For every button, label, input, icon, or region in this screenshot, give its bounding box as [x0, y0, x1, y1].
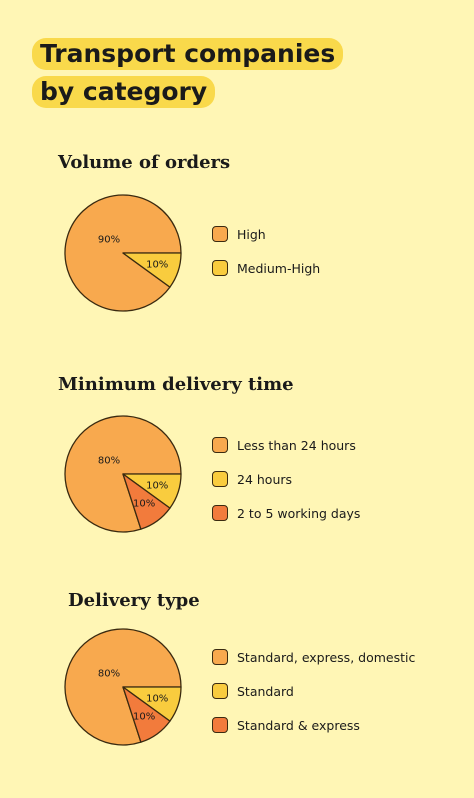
legend-label: Less than 24 hours [237, 437, 356, 453]
legend-item: Less than 24 hours [212, 428, 360, 462]
legend: Standard, express, domestic Standard Sta… [212, 640, 415, 742]
chart-title: Minimum delivery time [58, 374, 294, 395]
legend-item: Medium-High [212, 251, 320, 285]
legend-item: 2 to 5 working days [212, 496, 360, 530]
pie-data-label: 10% [133, 499, 155, 510]
page-title: Transport companies by category [32, 38, 344, 114]
legend-item: Standard [212, 674, 415, 708]
pie-slice-medium-high [122, 252, 182, 288]
legend-swatch [212, 649, 228, 665]
pie-data-label: 80% [98, 669, 120, 680]
legend-label: Standard [237, 683, 294, 699]
pie-data-label: 90% [98, 235, 120, 246]
pie-data-label: 10% [146, 481, 168, 492]
pie-slice-2-to-5-working-days [122, 473, 171, 530]
legend-label: Medium-High [237, 260, 321, 276]
legend-swatch [212, 226, 228, 242]
pie-slice-standard-express [122, 686, 171, 743]
legend-swatch [212, 260, 228, 276]
legend-label: 2 to 5 working days [237, 505, 361, 521]
pie-data-label: 10% [146, 260, 168, 271]
legend-label: Standard, express, domestic [237, 649, 416, 665]
legend-item: High [212, 217, 320, 251]
chart-title: Volume of orders [58, 152, 231, 173]
pie-data-label: 80% [98, 456, 120, 467]
legend-swatch [212, 471, 228, 487]
pie-slice-less-than-24-hours [64, 415, 182, 533]
pie-chart: 90% 10% [64, 194, 182, 312]
legend-label: High [237, 226, 266, 242]
pie-chart: 80% 10% 10% [64, 628, 182, 746]
legend-item: Standard, express, domestic [212, 640, 415, 674]
legend: High Medium-High [212, 217, 320, 285]
legend-label: Standard & express [237, 717, 360, 733]
legend-swatch [212, 683, 228, 699]
title-line-1: Transport companies [32, 38, 344, 70]
legend-swatch [212, 437, 228, 453]
pie-data-label: 10% [146, 694, 168, 705]
legend: Less than 24 hours 24 hours 2 to 5 worki… [212, 428, 360, 530]
legend-label: 24 hours [237, 471, 293, 487]
pie-chart: 80% 10% 10% [64, 415, 182, 533]
legend-item: 24 hours [212, 462, 360, 496]
legend-swatch [212, 717, 228, 733]
legend-swatch [212, 505, 228, 521]
title-line-2: by category [32, 76, 216, 108]
pie-slice-standard-express-domestic [64, 628, 182, 746]
pie-data-label: 10% [133, 712, 155, 723]
chart-title: Delivery type [68, 590, 200, 611]
legend-item: Standard & express [212, 708, 415, 742]
